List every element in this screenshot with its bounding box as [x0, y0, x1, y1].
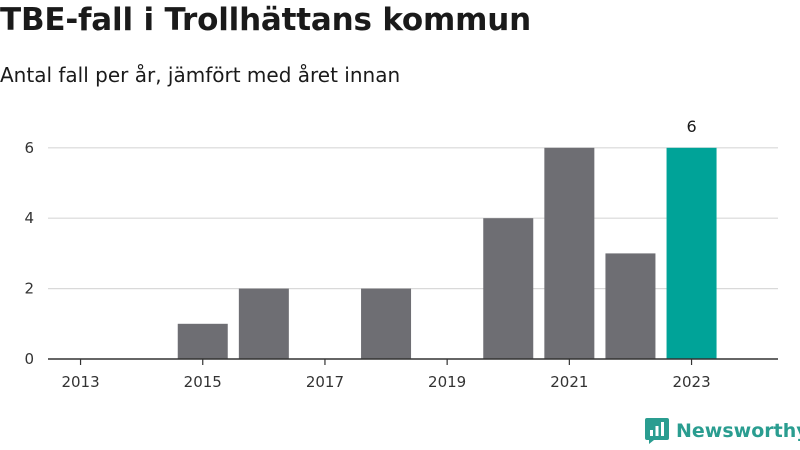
bar-2016 [238, 288, 289, 359]
bar-2022 [605, 253, 656, 359]
y-tick-label-6: 6 [24, 139, 34, 157]
bar-2018 [361, 288, 412, 359]
x-tick-label-2015: 2015 [184, 373, 222, 391]
bar-2021 [544, 147, 595, 359]
y-tick-label-0: 0 [24, 350, 34, 368]
brand-name: Newsworthy [676, 420, 800, 442]
y-tick-label-4: 4 [24, 209, 34, 227]
x-tick-label-2019: 2019 [428, 373, 466, 391]
bar-2015 [177, 323, 228, 359]
bar-chart: 0 2 4 6 2013 2015 2017 2019 2021 2023 6 [24, 117, 778, 391]
newsworthy-logo-icon [645, 418, 669, 444]
data-label-2023: 6 [686, 117, 696, 136]
chart-subtitle: Antal fall per år, jämfört med året inna… [0, 63, 401, 87]
chart-title: TBE-fall i Trollhättans kommun [0, 2, 531, 38]
newsworthy-brand: Newsworthy [645, 418, 800, 444]
y-tick-label-2: 2 [24, 280, 34, 298]
bar-2020 [483, 218, 534, 359]
bar-2023 [666, 147, 717, 359]
x-tick-label-2023: 2023 [672, 373, 710, 391]
x-tick-label-2017: 2017 [306, 373, 344, 391]
x-tick-label-2013: 2013 [61, 373, 99, 391]
x-tick-label-2021: 2021 [550, 373, 588, 391]
